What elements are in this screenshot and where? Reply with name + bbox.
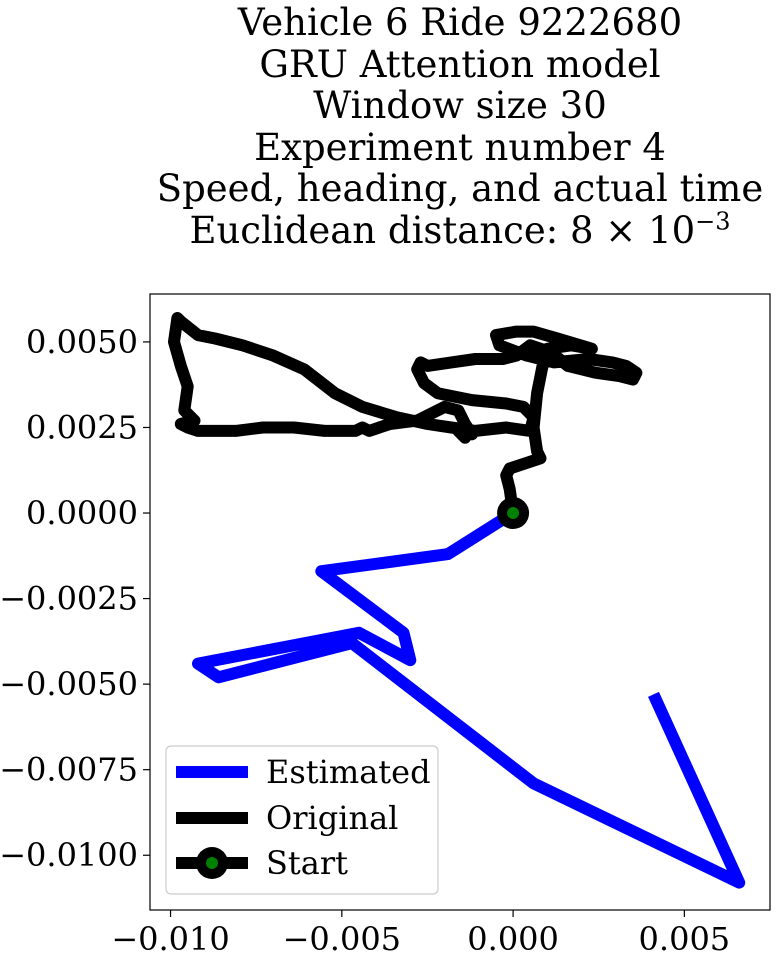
y-tick-label: −0.0100	[0, 836, 138, 874]
title-line-4: Experiment number 4	[254, 125, 666, 169]
x-tick-label: −0.010	[111, 920, 229, 957]
title-line-5: Speed, heading, and actual time	[156, 167, 764, 210]
plot-layer	[168, 312, 746, 889]
y-tick-label: −0.0025	[0, 580, 138, 618]
title-line-2: GRU Attention model	[259, 42, 661, 86]
x-tick-label: 0.000	[467, 920, 559, 957]
x-tick-label: −0.005	[283, 920, 401, 957]
axes-layer: −0.010 −0.005 0.000 0.005 0.0050 0.0025 0.0000…	[0, 323, 730, 957]
title-line-3: Window size 30	[313, 84, 607, 127]
y-tick-label: 0.0000	[26, 494, 138, 532]
legend-label-2: Start	[266, 844, 348, 882]
legend-label-0: Estimated	[266, 753, 431, 791]
y-tick-label: −0.0050	[0, 665, 138, 703]
series-estimated-line	[192, 507, 746, 889]
legend: Estimated Original Start	[165, 745, 439, 895]
title-line-1: Vehicle 6 Ride 9222680	[237, 1, 683, 44]
plot-frame	[149, 293, 771, 911]
start-marker-center	[507, 507, 520, 520]
y-tick-label: 0.0050	[26, 323, 138, 361]
distance-prefix: Euclidean distance: 8 × 10	[189, 208, 696, 252]
plot-clip-group	[168, 312, 746, 889]
y-tick-label: −0.0075	[0, 751, 138, 789]
legend-start-marker-center	[206, 857, 218, 869]
y-tick-label: 0.0025	[26, 408, 138, 446]
euclidean-distance-line: Euclidean distance: 8 × 10−3	[60, 207, 778, 252]
distance-exponent: −3	[695, 207, 731, 236]
chart-title: Vehicle 6 Ride 9222680 GRU Attention mod…	[60, 2, 778, 251]
x-tick-label: 0.005	[639, 920, 731, 957]
legend-label-1: Original	[266, 799, 398, 837]
series-original-line	[168, 312, 643, 519]
